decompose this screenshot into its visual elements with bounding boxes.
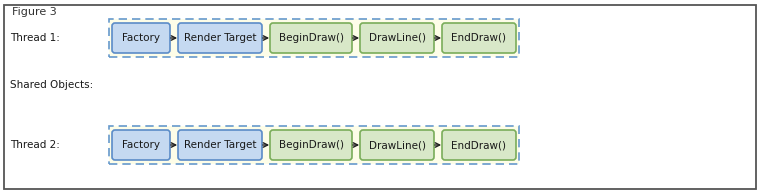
FancyBboxPatch shape [442, 23, 516, 53]
Text: Factory: Factory [122, 33, 160, 43]
FancyBboxPatch shape [178, 23, 262, 53]
FancyBboxPatch shape [270, 23, 352, 53]
Text: Thread 2:: Thread 2: [10, 140, 60, 150]
FancyBboxPatch shape [178, 130, 262, 160]
FancyBboxPatch shape [360, 130, 434, 160]
Text: Thread 1:: Thread 1: [10, 33, 60, 43]
FancyBboxPatch shape [4, 5, 756, 189]
FancyBboxPatch shape [442, 130, 516, 160]
Text: DrawLine(): DrawLine() [369, 33, 425, 43]
Text: Figure 3: Figure 3 [12, 7, 56, 17]
Text: Render Target: Render Target [184, 140, 256, 150]
FancyBboxPatch shape [112, 23, 170, 53]
Text: EndDraw(): EndDraw() [452, 140, 507, 150]
FancyBboxPatch shape [109, 126, 519, 164]
FancyBboxPatch shape [270, 130, 352, 160]
Text: DrawLine(): DrawLine() [369, 140, 425, 150]
FancyBboxPatch shape [112, 130, 170, 160]
Text: BeginDraw(): BeginDraw() [278, 140, 344, 150]
FancyBboxPatch shape [109, 19, 519, 57]
Text: EndDraw(): EndDraw() [452, 33, 507, 43]
Text: Render Target: Render Target [184, 33, 256, 43]
FancyBboxPatch shape [360, 23, 434, 53]
Text: BeginDraw(): BeginDraw() [278, 33, 344, 43]
Text: Factory: Factory [122, 140, 160, 150]
Text: Shared Objects:: Shared Objects: [10, 80, 93, 90]
